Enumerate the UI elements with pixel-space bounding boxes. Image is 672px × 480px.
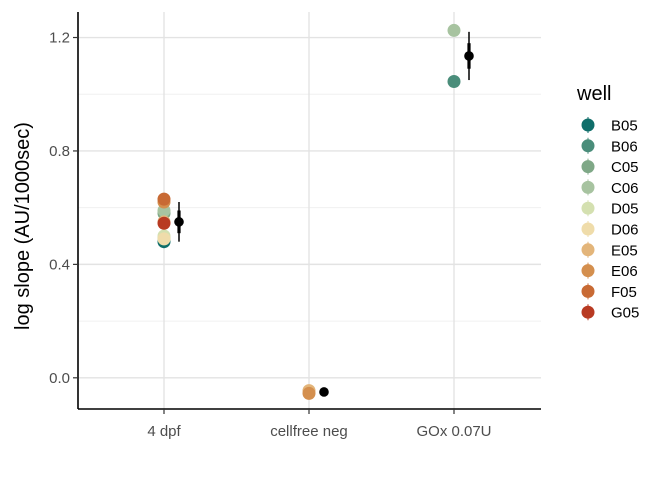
legend-label: B05 [611,118,638,135]
legend-key-point [581,222,595,236]
summary-mean-point [319,387,329,397]
data-point [157,232,171,246]
summary-mean-point [174,217,184,227]
data-point [302,386,316,400]
legend: B05 B06 C05 C06 D05 D06 E05 E06 F05 G05 [581,117,639,322]
x-tick-label: 4 dpf [147,423,181,440]
legend-key-point [581,264,595,278]
tick-labels: 0.0 0.4 0.8 1.2 4 dpf cellfree neg GOx 0.07U [49,30,491,440]
summary-mean-point [464,51,474,61]
data-point [157,192,171,206]
legend-label: E06 [611,263,638,280]
legend-key-point [581,139,595,153]
data-point [447,74,461,88]
y-tick-label: 0.4 [49,256,70,273]
data-points [157,23,461,400]
summary-marks [174,31,474,397]
legend-label: F05 [611,284,637,301]
y-tick-label: 1.2 [49,30,70,47]
legend-key-point [581,118,595,132]
legend-key-point [581,180,595,194]
data-point [447,23,461,37]
legend-label: D05 [611,201,639,218]
legend-label: C06 [611,180,639,197]
x-tick-label: cellfree neg [270,423,348,440]
legend-title: well [576,83,611,105]
grid-lines [78,12,541,409]
legend-key-point [581,284,595,298]
legend-label: G05 [611,305,639,322]
legend-key-point [581,160,595,174]
y-axis-title: log slope (AU/1000sec) [12,122,34,330]
legend-key-point [581,305,595,319]
legend-label: D06 [611,222,639,239]
legend-key-point [581,201,595,215]
legend-label: C05 [611,159,639,176]
legend-label: B06 [611,138,638,155]
data-point [157,216,171,230]
y-tick-label: 0.8 [49,143,70,160]
legend-key-point [581,243,595,257]
legend-label: E05 [611,242,638,259]
y-tick-label: 0.0 [49,370,70,387]
x-tick-label: GOx 0.07U [416,423,491,440]
